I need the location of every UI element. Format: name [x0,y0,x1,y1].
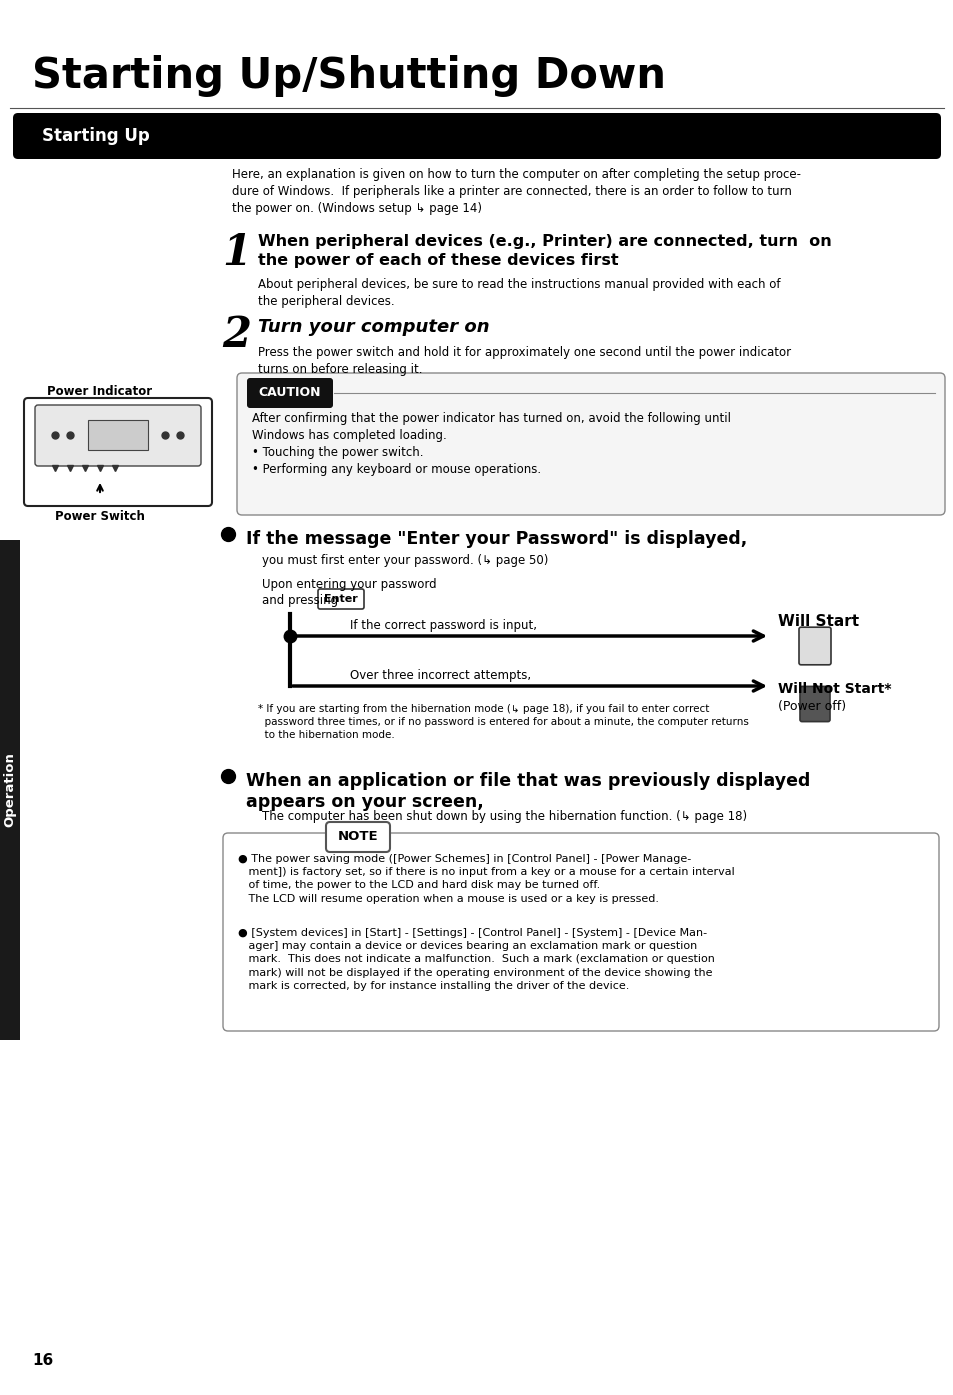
Text: Here, an explanation is given on how to turn the computer on after completing th: Here, an explanation is given on how to … [232,167,801,215]
FancyBboxPatch shape [236,372,944,515]
FancyBboxPatch shape [799,628,830,665]
Text: About peripheral devices, be sure to read the instructions manual provided with : About peripheral devices, be sure to rea… [257,278,780,308]
FancyBboxPatch shape [13,113,940,159]
Text: you must first enter your password. (↳ page 50): you must first enter your password. (↳ p… [262,554,548,566]
Text: Starting Up: Starting Up [42,127,150,145]
Text: Will Start: Will Start [778,614,859,629]
Text: The computer has been shut down by using the hibernation function. (↳ page 18): The computer has been shut down by using… [262,810,746,823]
Text: Power Indicator: Power Indicator [48,385,152,398]
Text: When an application or file that was previously displayed
appears on your screen: When an application or file that was pre… [246,771,809,810]
Text: CAUTION: CAUTION [258,386,321,399]
Text: Starting Up/Shutting Down: Starting Up/Shutting Down [32,54,665,98]
Text: 16: 16 [32,1353,53,1368]
Text: Operation: Operation [4,752,16,827]
Bar [88,420,148,451]
Text: If the message "Enter your Password" is displayed,: If the message "Enter your Password" is … [246,530,746,548]
Text: Power Switch: Power Switch [55,511,145,523]
Text: Enter: Enter [324,594,357,604]
FancyBboxPatch shape [326,822,390,852]
FancyBboxPatch shape [800,686,829,721]
FancyBboxPatch shape [24,398,212,506]
Text: Will Not Start*: Will Not Start* [778,682,890,696]
Text: NOTE: NOTE [337,830,378,844]
Text: When peripheral devices (e.g., Printer) are connected, turn  on
the power of eac: When peripheral devices (e.g., Printer) … [257,234,831,268]
Text: (Power off): (Power off) [778,700,845,713]
Text: ● The power saving mode ([Power Schemes] in [Control Panel] - [Power Manage-
   : ● The power saving mode ([Power Schemes]… [237,854,734,904]
FancyBboxPatch shape [35,405,201,466]
Text: Upon entering your password: Upon entering your password [262,578,436,591]
FancyBboxPatch shape [247,378,333,407]
Text: Over three incorrect attempts,: Over three incorrect attempts, [350,670,531,682]
FancyBboxPatch shape [317,589,364,610]
Text: 2: 2 [222,314,251,356]
FancyBboxPatch shape [0,540,20,1041]
Text: After confirming that the power indicator has turned on, avoid the following unt: After confirming that the power indicato… [252,412,730,476]
Text: 1: 1 [222,232,251,273]
Text: If the correct password is input,: If the correct password is input, [350,619,537,632]
Text: and pressing: and pressing [262,594,337,607]
Text: * If you are starting from the hibernation mode (↳ page 18), if you fail to ente: * If you are starting from the hibernati… [257,704,748,741]
Text: Turn your computer on: Turn your computer on [257,318,489,336]
Text: ● [System devices] in [Start] - [Settings] - [Control Panel] - [System] - [Devic: ● [System devices] in [Start] - [Setting… [237,928,714,990]
FancyBboxPatch shape [223,833,938,1031]
Text: Press the power switch and hold it for approximately one second until the power : Press the power switch and hold it for a… [257,346,790,377]
